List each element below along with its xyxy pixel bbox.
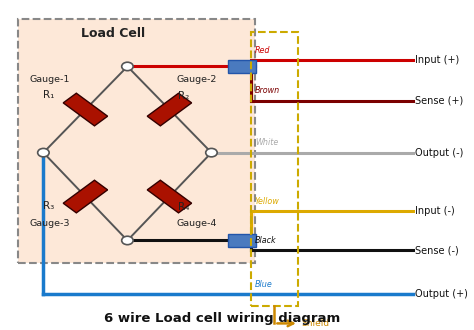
Text: Red: Red [255, 46, 270, 55]
Text: Input (+): Input (+) [415, 55, 459, 65]
Text: Brown: Brown [255, 86, 280, 95]
Text: Blue: Blue [255, 280, 273, 289]
Text: Sense (+): Sense (+) [415, 96, 463, 106]
Text: R₃: R₃ [43, 201, 54, 211]
Polygon shape [63, 93, 108, 126]
Polygon shape [63, 180, 108, 213]
Bar [228, 234, 256, 247]
Text: Sense (-): Sense (-) [415, 245, 459, 255]
Text: Shield: Shield [301, 319, 329, 328]
FancyBboxPatch shape [18, 19, 255, 263]
Text: Black: Black [255, 236, 276, 245]
Polygon shape [147, 180, 191, 213]
Text: R₄: R₄ [178, 202, 190, 212]
Text: Yellow: Yellow [255, 197, 280, 206]
Text: White: White [255, 138, 278, 148]
Text: Load Cell: Load Cell [81, 27, 145, 40]
Text: Output (-): Output (-) [415, 148, 463, 158]
Text: R₂: R₂ [178, 91, 190, 101]
Text: 6 wire Load cell wiring diagram: 6 wire Load cell wiring diagram [104, 312, 341, 325]
Polygon shape [147, 93, 191, 126]
Circle shape [122, 236, 133, 245]
Text: Gauge-3: Gauge-3 [29, 219, 70, 228]
Bar [228, 60, 256, 73]
Text: Gauge-4: Gauge-4 [176, 219, 217, 228]
Text: Gauge-1: Gauge-1 [29, 75, 70, 84]
Text: Gauge-2: Gauge-2 [176, 75, 217, 84]
Text: Output (+): Output (+) [415, 289, 468, 299]
Text: R₁: R₁ [43, 90, 54, 100]
Text: Input (-): Input (-) [415, 206, 455, 216]
Circle shape [122, 62, 133, 71]
Circle shape [37, 148, 49, 157]
Circle shape [206, 148, 217, 157]
